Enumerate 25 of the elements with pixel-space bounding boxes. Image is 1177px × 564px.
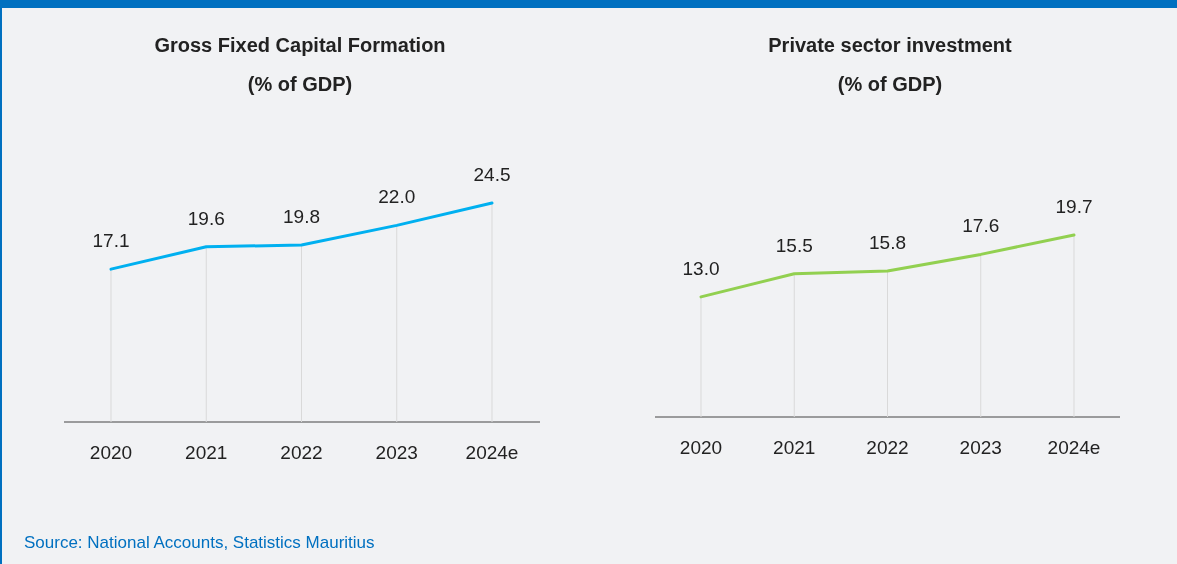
x-tick-label: 2024e xyxy=(1047,437,1101,458)
data-label: 24.5 xyxy=(473,164,511,185)
x-tick-label: 2021 xyxy=(185,442,228,463)
x-tick-label: 2023 xyxy=(959,437,1002,458)
x-tick-label: 2024e xyxy=(465,442,519,463)
data-label: 15.5 xyxy=(775,234,813,256)
data-label: 19.6 xyxy=(187,207,225,229)
chart-title: Private sector investment xyxy=(768,34,1013,56)
data-label: 22.0 xyxy=(378,186,416,208)
x-tick-label: 2021 xyxy=(773,437,816,458)
x-tick-label: 2022 xyxy=(280,442,323,463)
data-label: 17.6 xyxy=(962,215,1000,237)
data-label: 17.1 xyxy=(92,230,130,252)
x-tick-label: 2023 xyxy=(375,442,418,463)
source-note: Source: National Accounts, Statistics Mauritius xyxy=(24,533,375,552)
data-label: 15.8 xyxy=(869,232,906,254)
chart-title: Gross Fixed Capital Formation xyxy=(154,34,446,56)
x-tick-label: 2020 xyxy=(679,437,723,458)
data-label: 19.7 xyxy=(1055,196,1093,217)
data-label: 13.0 xyxy=(682,257,720,279)
x-tick-label: 2020 xyxy=(89,442,133,463)
x-tick-label: 2022 xyxy=(866,437,909,458)
data-label: 19.8 xyxy=(283,206,320,228)
chart-subtitle: (% of GDP) xyxy=(247,73,353,95)
chart-subtitle: (% of GDP) xyxy=(837,73,943,95)
